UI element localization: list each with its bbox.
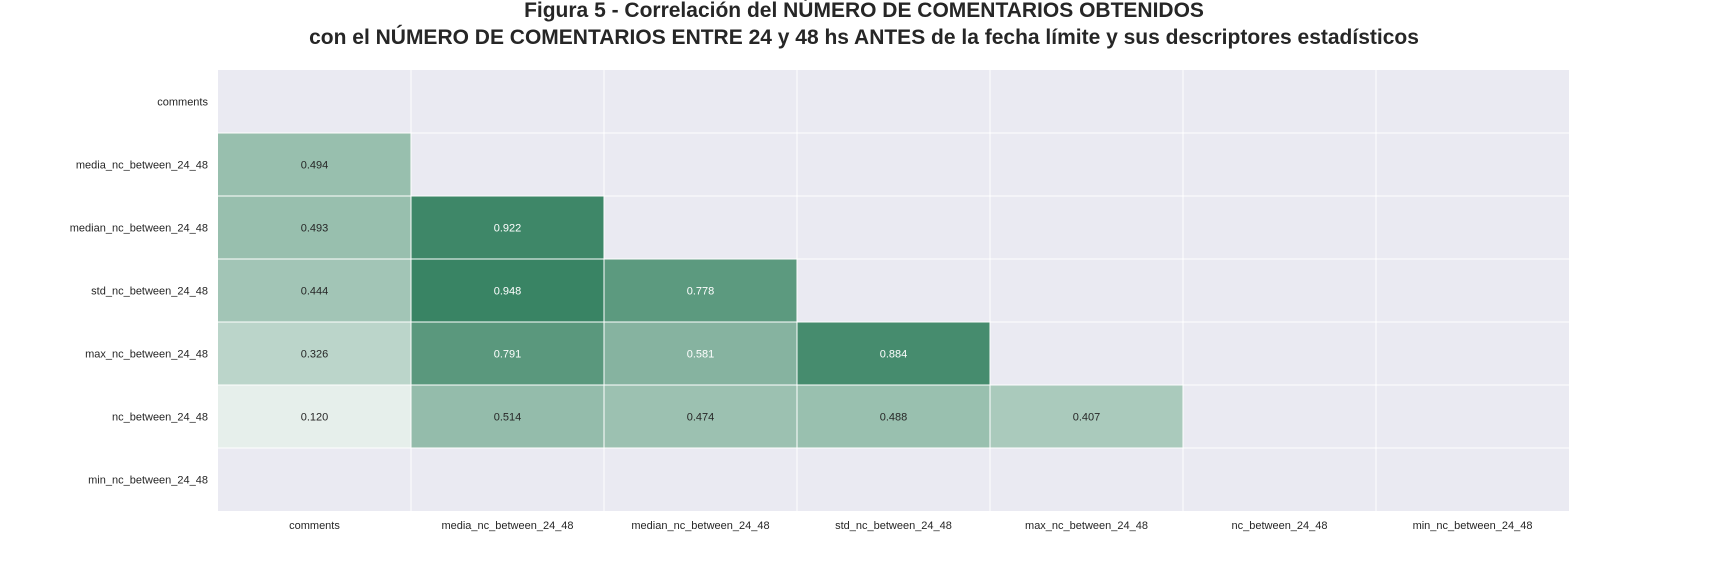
cell-value-label: 0.884 xyxy=(880,349,908,361)
x-tick-label: nc_between_24_48 xyxy=(1231,520,1327,532)
heatmap-cell xyxy=(218,133,411,196)
cell-value-label: 0.494 xyxy=(301,160,329,172)
cell-value-label: 0.514 xyxy=(494,412,522,424)
cell-value-label: 0.791 xyxy=(494,349,522,361)
heatmap-cell xyxy=(604,385,797,448)
heatmap-cell xyxy=(218,322,411,385)
heatmap-cell xyxy=(218,196,411,259)
cell-value-label: 0.488 xyxy=(880,412,908,424)
cell-value-label: 0.326 xyxy=(301,349,329,361)
y-tick-label: min_nc_between_24_48 xyxy=(88,475,208,487)
heatmap-cell xyxy=(797,385,990,448)
heatmap-cell xyxy=(411,385,604,448)
heatmap-cell xyxy=(411,196,604,259)
x-tick-label: media_nc_between_24_48 xyxy=(441,520,573,532)
heatmap-cell xyxy=(604,322,797,385)
y-tick-label: nc_between_24_48 xyxy=(112,412,208,424)
chart-subtitle-line-2: con el NÚMERO DE COMENTARIOS ENTRE 24 y … xyxy=(309,26,1419,49)
heatmap-cell xyxy=(411,322,604,385)
heatmap-cell xyxy=(218,385,411,448)
y-tick-label: std_nc_between_24_48 xyxy=(91,286,208,298)
cell-value-label: 0.444 xyxy=(301,286,329,298)
y-tick-label: comments xyxy=(157,97,208,109)
cell-value-label: 0.493 xyxy=(301,223,329,235)
x-tick-label: median_nc_between_24_48 xyxy=(631,520,769,532)
cell-value-label: 0.778 xyxy=(687,286,715,298)
cell-value-label: 0.948 xyxy=(494,286,522,298)
y-tick-label: media_nc_between_24_48 xyxy=(76,160,208,172)
x-tick-label: min_nc_between_24_48 xyxy=(1413,520,1533,532)
cell-value-label: 0.407 xyxy=(1073,412,1101,424)
y-tick-label: median_nc_between_24_48 xyxy=(70,223,208,235)
heatmap-cell xyxy=(604,259,797,322)
y-tick-label: max_nc_between_24_48 xyxy=(85,349,208,361)
heatmap-cell xyxy=(990,385,1183,448)
heatmap-cell xyxy=(797,322,990,385)
cell-value-label: 0.474 xyxy=(687,412,715,424)
x-tick-label: std_nc_between_24_48 xyxy=(835,520,952,532)
cell-value-label: 0.581 xyxy=(687,349,715,361)
x-tick-label: max_nc_between_24_48 xyxy=(1025,520,1148,532)
chart-title-line-1: Figura 5 - Correlación del NÚMERO DE COM… xyxy=(524,0,1204,22)
x-tick-label: comments xyxy=(289,520,340,532)
cell-value-label: 0.120 xyxy=(301,412,329,424)
heatmap-cell xyxy=(218,259,411,322)
cell-value-label: 0.922 xyxy=(494,223,522,235)
chart-title: Figura 5 - Correlación del NÚMERO DE COM… xyxy=(0,0,1728,51)
heatmap-cell xyxy=(411,259,604,322)
